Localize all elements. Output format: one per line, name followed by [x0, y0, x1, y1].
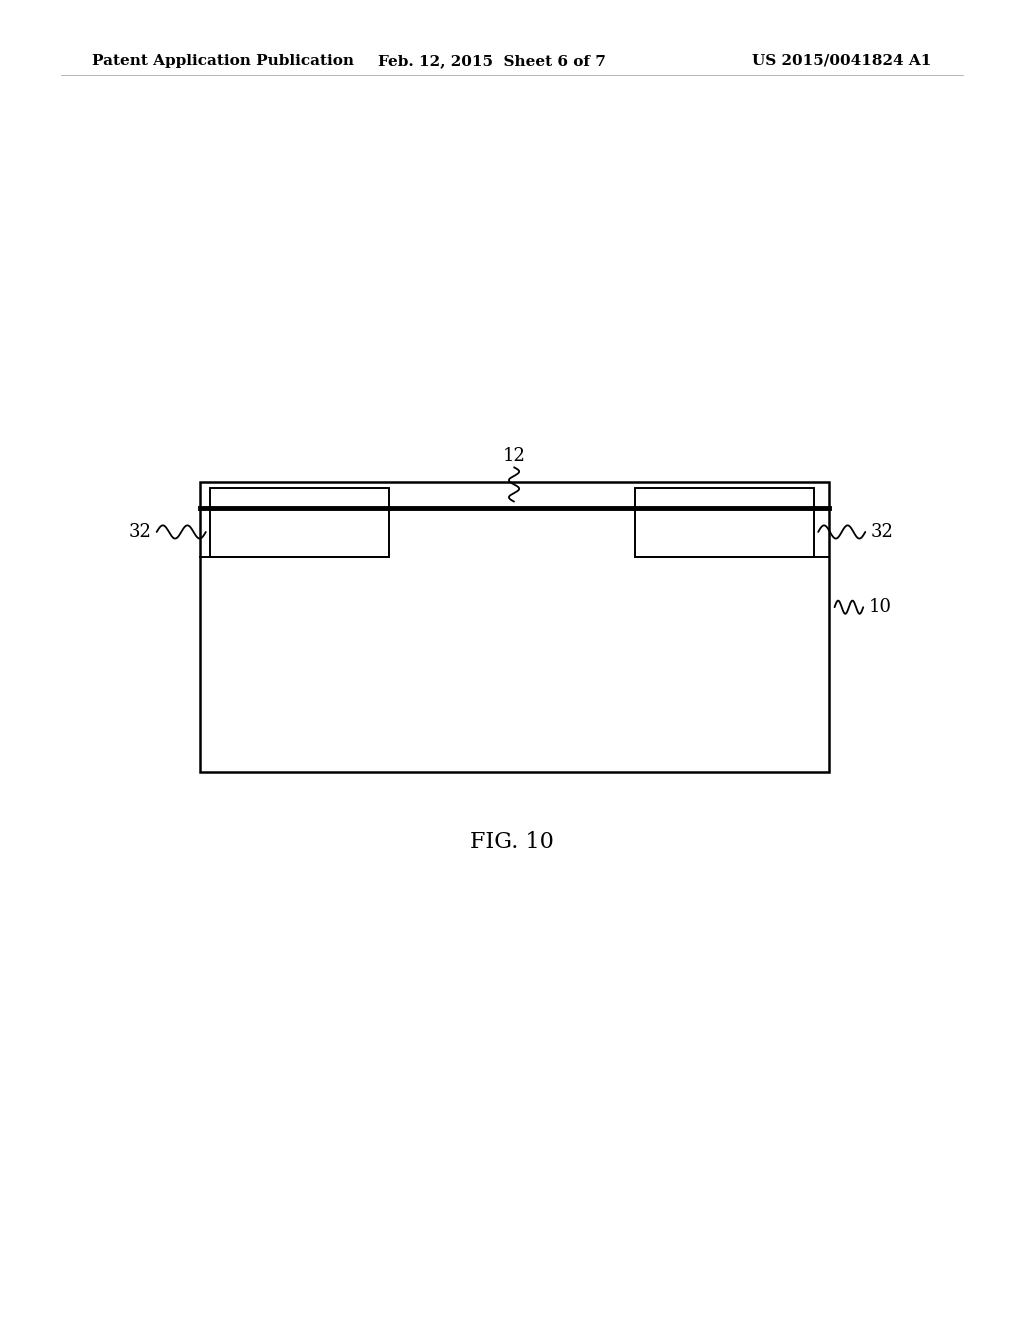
Bar	[210, 488, 389, 557]
Text: 12: 12	[503, 446, 525, 465]
Bar	[200, 482, 829, 772]
Text: 10: 10	[868, 598, 891, 616]
Text: FIG. 10: FIG. 10	[470, 832, 554, 853]
Text: 32: 32	[870, 523, 893, 541]
Text: US 2015/0041824 A1: US 2015/0041824 A1	[753, 54, 932, 67]
Bar	[635, 488, 814, 557]
Text: Patent Application Publication: Patent Application Publication	[92, 54, 354, 67]
Text: 32: 32	[129, 523, 152, 541]
Text: Feb. 12, 2015  Sheet 6 of 7: Feb. 12, 2015 Sheet 6 of 7	[378, 54, 605, 67]
